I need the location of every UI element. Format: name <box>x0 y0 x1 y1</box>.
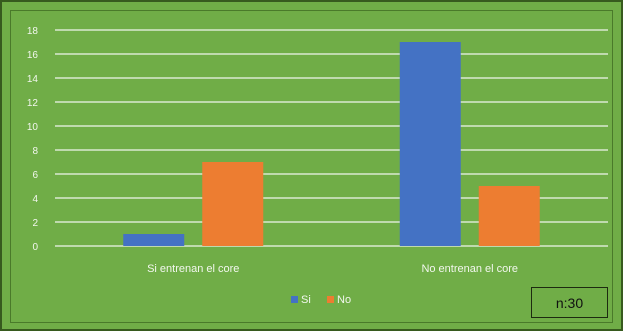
y-tick-label: 10 <box>27 122 39 133</box>
legend-label: Si <box>301 294 311 306</box>
bars <box>123 42 540 246</box>
y-axis-ticks: 0 2 4 6 8 10 12 14 16 18 <box>27 26 39 253</box>
bar-si-2 <box>399 42 461 246</box>
legend-swatch <box>291 296 298 303</box>
bar-no-1 <box>202 162 264 246</box>
y-tick-label: 2 <box>32 218 38 229</box>
y-tick-label: 8 <box>32 146 38 157</box>
y-tick-label: 16 <box>27 50 39 61</box>
x-axis-ticks: Si entrenan el core No entrenan el core <box>147 263 518 275</box>
x-tick-label: Si entrenan el core <box>147 263 239 275</box>
bar-no-2 <box>478 186 540 246</box>
legend-label: No <box>337 294 351 306</box>
y-tick-label: 4 <box>32 194 38 205</box>
x-tick-label: No entrenan el core <box>421 263 518 275</box>
legend-swatch <box>327 296 334 303</box>
bar-si-1 <box>123 234 185 246</box>
y-tick-label: 6 <box>32 170 38 181</box>
y-tick-label: 14 <box>27 74 39 85</box>
y-tick-label: 0 <box>32 242 38 253</box>
y-tick-label: 12 <box>27 98 39 109</box>
sample-size-annotation: n:30 <box>531 287 608 318</box>
plot-area-border <box>10 10 613 323</box>
legend: Si No <box>291 294 351 306</box>
y-tick-label: 18 <box>27 26 39 37</box>
